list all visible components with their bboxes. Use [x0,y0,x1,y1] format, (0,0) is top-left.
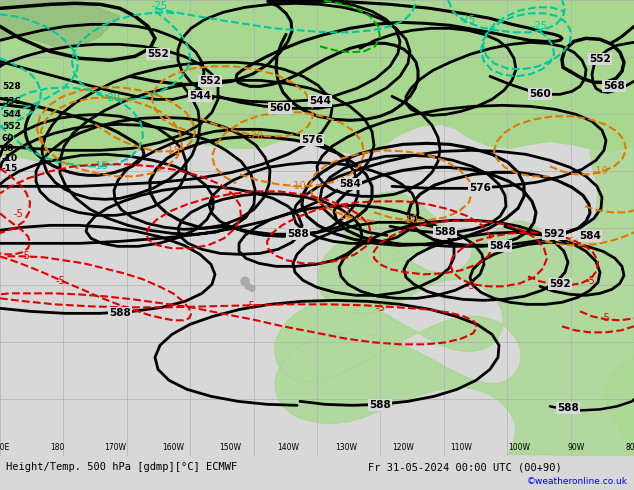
Text: Height/Temp. 500 hPa [gdmp][°C] ECMWF: Height/Temp. 500 hPa [gdmp][°C] ECMWF [6,463,238,472]
Text: 568: 568 [603,81,625,91]
Text: -10: -10 [290,181,306,191]
Text: 68: 68 [2,144,15,153]
Text: -5: -5 [375,303,385,313]
Text: 592: 592 [543,229,565,239]
Text: 584: 584 [339,179,361,189]
Text: 60: 60 [2,134,15,143]
Text: 584: 584 [489,242,511,251]
Text: 576: 576 [301,135,323,146]
Circle shape [249,285,255,292]
Text: -5: -5 [600,313,610,323]
Text: 544: 544 [2,110,21,119]
Text: -10: -10 [402,215,418,225]
Text: 150W: 150W [219,443,242,452]
Text: ©weatheronline.co.uk: ©weatheronline.co.uk [527,477,628,486]
Text: 592: 592 [549,279,571,289]
Text: 528: 528 [2,82,21,91]
Text: -25: -25 [460,15,476,25]
Text: 552: 552 [2,122,21,131]
Text: 588: 588 [109,308,131,318]
Text: 130W: 130W [335,443,357,452]
Text: 140W: 140W [277,443,299,452]
Text: -15: -15 [164,147,180,156]
Text: -25: -25 [152,1,168,11]
Text: 110W: 110W [450,443,472,452]
Text: -5: -5 [315,201,325,211]
Text: -10: -10 [592,166,608,176]
Text: Fr 31-05-2024 00:00 UTC (00+90): Fr 31-05-2024 00:00 UTC (00+90) [368,463,562,472]
Text: -25: -25 [532,22,548,31]
Text: 584: 584 [579,231,601,242]
Circle shape [245,283,251,289]
Text: 544: 544 [189,91,211,101]
Text: -5: -5 [13,209,23,220]
Circle shape [241,277,249,285]
Text: 536: 536 [2,97,21,106]
Text: 588: 588 [434,227,456,237]
Text: -20: -20 [247,131,263,141]
Text: 560: 560 [269,103,291,113]
Text: 588: 588 [369,400,391,410]
Text: 170W: 170W [104,443,126,452]
Text: -5: -5 [585,276,595,286]
Text: 10: 10 [339,211,351,221]
Text: 552: 552 [147,49,169,59]
Text: 100W: 100W [508,443,530,452]
Text: -5: -5 [465,281,475,292]
Text: -20: -20 [104,93,120,103]
Text: -5: -5 [245,301,255,311]
Text: -10: -10 [2,154,18,163]
Text: 544: 544 [309,97,331,106]
Polygon shape [275,97,634,456]
Text: 170E: 170E [0,443,10,452]
Text: 560: 560 [529,89,551,99]
Text: 552: 552 [199,76,221,86]
Polygon shape [0,0,634,166]
Text: -5: -5 [55,276,65,286]
Text: 90W: 90W [567,443,585,452]
Text: 160W: 160W [162,443,184,452]
Text: 80W: 80W [625,443,634,452]
Text: -5: -5 [20,251,30,261]
Text: 588: 588 [287,229,309,239]
Text: -15: -15 [92,161,108,172]
Text: 552: 552 [589,54,611,64]
Text: -5: -5 [565,237,575,247]
Text: 180: 180 [51,443,65,452]
Text: 120W: 120W [392,443,415,452]
Text: 588: 588 [557,403,579,414]
Polygon shape [605,356,634,456]
Text: 576: 576 [469,183,491,194]
Polygon shape [0,0,120,76]
Text: -15: -15 [2,164,18,173]
